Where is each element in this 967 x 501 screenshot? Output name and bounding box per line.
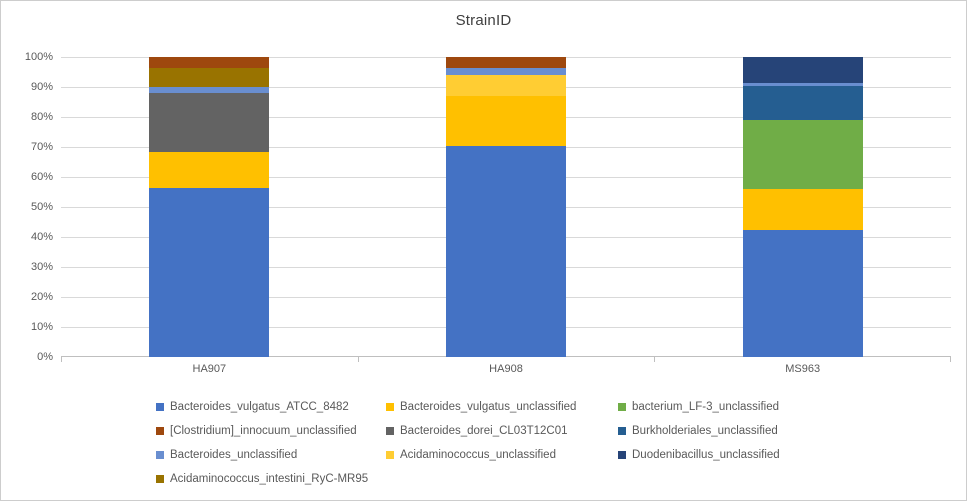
bar-segment	[446, 57, 566, 68]
legend-label: Burkholderiales_unclassified	[632, 425, 778, 437]
y-axis-tick-label: 40%	[30, 231, 53, 243]
x-axis-tick	[950, 357, 951, 362]
bar-segment	[149, 57, 270, 68]
legend-label: bacterium_LF-3_unclassified	[632, 401, 780, 413]
legend-swatch-icon	[386, 451, 394, 459]
y-axis-tick-label: 0%	[37, 351, 53, 363]
y-axis-tick-label: 100%	[24, 51, 53, 63]
legend-item: Burkholderiales_unclassified	[618, 425, 778, 437]
legend-label: [Clostridium]_innocuum_unclassified	[170, 425, 357, 437]
x-axis-category-label: MS963	[785, 363, 821, 375]
y-axis-labels: 0% 10% 20% 30% 40% 50% 60% 70% 80% 90% 100%	[1, 51, 53, 363]
bar-segment	[742, 189, 863, 230]
chart-title: StrainID	[455, 12, 512, 29]
x-axis-category-label: HA908	[489, 363, 523, 375]
bar-segment	[149, 187, 270, 357]
bar-segment	[149, 93, 270, 152]
legend-label: Acidaminococcus_intestini_RyC-MR95	[170, 473, 369, 485]
bar-segment	[149, 67, 270, 87]
legend-label: Bacteroides_vulgatus_unclassified	[400, 401, 577, 413]
legend-item: Bacteroides_vulgatus_ATCC_8482	[156, 401, 349, 413]
y-axis-tick-label: 60%	[30, 171, 53, 183]
bar-segment	[742, 57, 863, 83]
bar-segment	[446, 96, 566, 146]
legend-swatch-icon	[386, 403, 394, 411]
legend-label: Duodenibacillus_unclassified	[632, 449, 780, 461]
legend-label: Bacteroides_vulgatus_ATCC_8482	[170, 401, 349, 413]
legend-item: Bacteroides_dorei_CL03T12C01	[386, 425, 568, 437]
bar-segment	[446, 75, 566, 96]
bar-segment	[742, 85, 863, 120]
legend-item: Bacteroides_unclassified	[156, 449, 297, 461]
legend-swatch-icon	[618, 403, 626, 411]
legend-label: Bacteroides_unclassified	[170, 449, 298, 461]
y-axis-tick-label: 70%	[30, 141, 53, 153]
bar-segment	[446, 145, 566, 357]
x-axis-category-label: HA907	[192, 363, 227, 375]
bar-segment	[742, 120, 863, 189]
legend-swatch-icon	[156, 403, 164, 411]
bar-MS963	[742, 57, 863, 357]
legend-swatch-icon	[386, 427, 394, 435]
x-axis-tick	[654, 357, 655, 362]
legend-swatch-icon	[156, 451, 164, 459]
legend-label: Bacteroides_dorei_CL03T12C01	[400, 425, 568, 437]
legend-swatch-icon	[618, 427, 626, 435]
bar-HA907	[149, 57, 270, 357]
y-axis-tick-label: 80%	[30, 111, 53, 123]
y-axis-tick-label: 90%	[30, 81, 53, 93]
x-axis-labels: HA907 HA908 MS963	[61, 363, 951, 379]
y-axis-tick-label: 30%	[30, 261, 53, 273]
bar-segment	[742, 229, 863, 357]
bar-HA908	[446, 57, 566, 357]
legend-swatch-icon	[156, 427, 164, 435]
bar-segment	[149, 87, 270, 93]
bar-segment	[446, 67, 566, 75]
legend-item: Acidaminococcus_intestini_RyC-MR95	[156, 473, 368, 485]
legend-item: Duodenibacillus_unclassified	[618, 449, 780, 461]
bar-segment	[742, 82, 863, 86]
x-axis-tick	[61, 357, 62, 362]
legend-item: Acidaminococcus_unclassified	[386, 449, 556, 461]
y-axis-tick-label: 50%	[30, 201, 53, 213]
legend-swatch-icon	[156, 475, 164, 483]
legend-item: [Clostridium]_innocuum_unclassified	[156, 425, 357, 437]
plot-area	[61, 57, 951, 362]
legend-item: Bacteroides_vulgatus_unclassified	[386, 401, 576, 413]
legend-label: Acidaminococcus_unclassified	[400, 449, 556, 461]
y-axis-tick-label: 10%	[30, 321, 53, 333]
bar-segment	[149, 151, 270, 188]
legend-swatch-icon	[618, 451, 626, 459]
legend-item: bacterium_LF-3_unclassified	[618, 401, 779, 413]
y-axis-tick-label: 20%	[30, 291, 53, 303]
x-axis-tick	[358, 357, 359, 362]
